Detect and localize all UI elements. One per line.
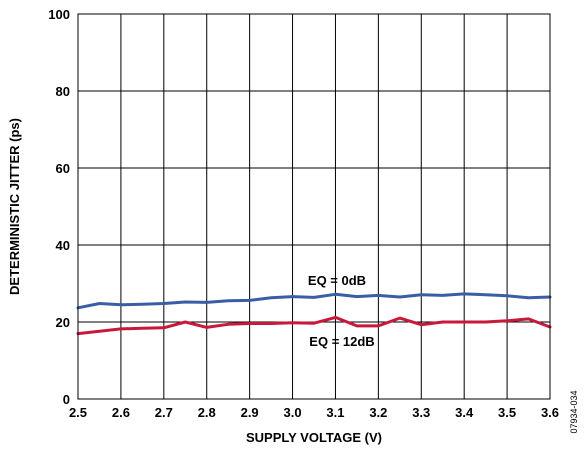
x-tick-label: 2.5 [69,405,87,420]
x-tick-label: 2.7 [155,405,173,420]
series-lines [76,292,552,336]
plot-frame [77,13,551,400]
y-tick-label: 20 [56,315,70,330]
annotation-eq-12db: EQ = 12dB [309,334,374,349]
x-tick-label: 3.5 [498,405,516,420]
y-tick-label: 0 [63,392,70,407]
x-tick-label: 3.0 [284,405,302,420]
x-tick-label: 3.2 [369,405,387,420]
y-tick-label: 40 [56,238,70,253]
y-axis-title: DETERMINISTIC JITTER (ps) [7,118,22,295]
grid [78,14,550,399]
y-tick-label: 80 [56,84,70,99]
x-tick-label: 2.6 [112,405,130,420]
series-eq-0db-line [76,292,552,310]
x-tick-label: 3.1 [326,405,344,420]
tick-labels: 2.5 2.6 2.7 2.8 2.9 3.0 3.1 3.2 3.3 3.4 3.5 3.6 0 20 4… [48,7,559,420]
series-eq-12db-line [76,315,552,336]
x-tick-label: 2.8 [198,405,216,420]
x-tick-label: 2.9 [241,405,259,420]
x-axis-title: SUPPLY VOLTAGE (V) [246,430,382,445]
y-tick-label: 100 [48,7,70,22]
x-tick-label: 3.4 [455,405,474,420]
annotation-eq-0db: EQ = 0dB [308,273,366,288]
y-tick-label: 60 [56,161,70,176]
x-tick-label: 3.3 [412,405,430,420]
figure-id: 07934-034 [569,390,579,433]
x-tick-label: 3.6 [541,405,559,420]
